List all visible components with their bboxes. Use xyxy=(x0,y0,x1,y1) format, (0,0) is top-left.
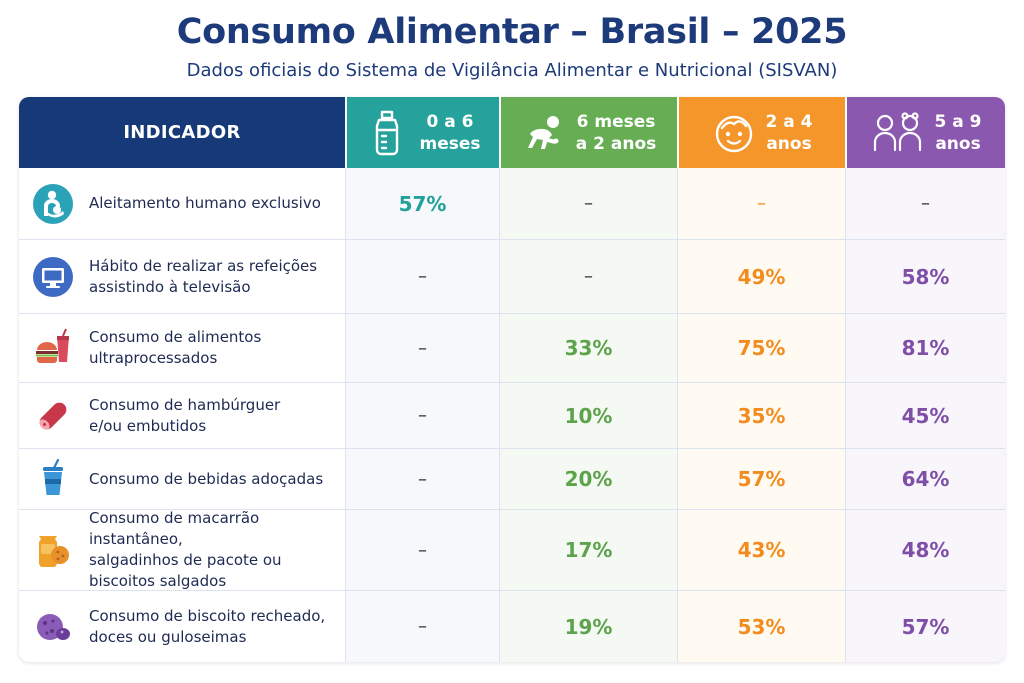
soft-drink-cup-icon xyxy=(43,459,63,495)
value-6m-2y: – xyxy=(499,240,677,313)
value-6m-2y: 19% xyxy=(499,591,677,662)
cookie-icon xyxy=(37,613,70,640)
value-2-4-years: 57% xyxy=(677,449,845,509)
indicator-cell: Consumo de macarrão instantâneo, salgadi… xyxy=(19,509,345,590)
value-6m-2y: 10% xyxy=(499,383,677,448)
value-2-4-years: 75% xyxy=(677,314,845,382)
breastfeeding-icon xyxy=(33,183,73,224)
burger-soda-icon xyxy=(36,328,69,363)
value-5-9-years: 57% xyxy=(845,591,1005,662)
value-2-4-years: 43% xyxy=(677,510,845,590)
header-age-0-6-months: 0 a 6 meses xyxy=(345,97,499,168)
table-row: Consumo de biscoito recheado, doces ou g… xyxy=(19,591,1005,662)
value-2-4-years: 35% xyxy=(677,383,845,448)
table-row: Consumo de alimentos ultraprocessados – … xyxy=(19,314,1005,383)
indicator-label: Consumo de alimentos xyxy=(89,328,262,346)
table-header: INDICADOR 0 a 6 meses xyxy=(19,97,1005,168)
value-5-9-years: 58% xyxy=(845,240,1005,313)
two-children-icon xyxy=(873,111,921,151)
indicator-cell: Hábito de realizar as refeições assistin… xyxy=(19,240,345,313)
page-title: Consumo Alimentar – Brasil – 2025 xyxy=(176,12,848,52)
indicator-label: doces ou guloseimas xyxy=(89,627,247,646)
header-age-2-4-years: 2 a 4 anos xyxy=(677,97,845,168)
value-5-9-years: 81% xyxy=(845,314,1005,382)
value-2-4-years: – xyxy=(677,168,845,239)
value-6m-2y: 17% xyxy=(499,510,677,590)
header-age-label-line1: 5 a 9 xyxy=(934,111,982,132)
value-5-9-years: 48% xyxy=(845,510,1005,590)
page-subtitle: Dados oficiais do Sistema de Vigilância … xyxy=(186,60,838,81)
header-age-label-line1: 0 a 6 xyxy=(426,111,474,132)
value-0-6-months: – xyxy=(345,591,499,662)
value-5-9-years: – xyxy=(845,168,1005,239)
value-0-6-months: – xyxy=(345,240,499,313)
indicator-cell: Consumo de alimentos ultraprocessados xyxy=(19,314,345,382)
indicator-label: salgadinhos de pacote ou xyxy=(89,551,282,569)
value-0-6-months: – xyxy=(345,510,499,590)
value-0-6-months: – xyxy=(345,314,499,382)
indicator-label: Hábito de realizar as refeições xyxy=(89,256,318,275)
indicator-label: Consumo de bebidas adoçadas xyxy=(89,469,324,488)
header-age-label-line2: anos xyxy=(935,133,981,154)
indicator-cell: Consumo de biscoito recheado, doces ou g… xyxy=(19,591,345,662)
value-6m-2y: 33% xyxy=(499,314,677,382)
sausage-icon xyxy=(39,402,67,430)
child-face-icon xyxy=(715,115,752,152)
header-age-6m-2y: 6 meses a 2 anos xyxy=(499,97,677,168)
table-row: Aleitamento humano exclusivo 57% – – – xyxy=(19,168,1005,240)
indicator-cell: Consumo de hambúrguer e/ou embutidos xyxy=(19,383,345,448)
indicator-label: biscoitos salgados xyxy=(89,572,227,590)
header-age-label-line1: 2 a 4 xyxy=(765,111,813,132)
header-age-label-line2: anos xyxy=(766,133,812,154)
value-6m-2y: 20% xyxy=(499,449,677,509)
header-age-label-line2: meses xyxy=(419,133,481,154)
value-5-9-years: 64% xyxy=(845,449,1005,509)
indicator-label: Consumo de biscoito recheado, xyxy=(89,606,326,625)
table-body: Aleitamento humano exclusivo 57% – – – H… xyxy=(19,168,1005,662)
indicator-cell: Aleitamento humano exclusivo xyxy=(19,168,345,239)
table-row: Consumo de macarrão instantâneo, salgadi… xyxy=(19,509,1005,591)
value-5-9-years: 45% xyxy=(845,383,1005,448)
indicator-label: Consumo de hambúrguer xyxy=(89,395,281,414)
header-age-5-9-years: 5 a 9 anos xyxy=(845,97,1005,168)
value-2-4-years: 49% xyxy=(677,240,845,313)
table-row: Consumo de hambúrguer e/ou embutidos – 1… xyxy=(19,383,1005,449)
crawling-baby-icon xyxy=(527,115,559,149)
indicator-header: INDICADOR xyxy=(19,97,345,168)
snack-bag-icon xyxy=(39,536,69,567)
table-row: Hábito de realizar as refeições assistin… xyxy=(19,240,1005,314)
indicator-label: ultraprocessados xyxy=(89,349,218,367)
header-age-label-line2: a 2 anos xyxy=(575,133,657,154)
baby-bottle-icon xyxy=(376,110,399,155)
indicator-label: assistindo à televisão xyxy=(89,277,251,296)
value-0-6-months: – xyxy=(345,383,499,448)
value-6m-2y: – xyxy=(499,168,677,239)
value-2-4-years: 53% xyxy=(677,591,845,662)
indicator-label: e/ou embutidos xyxy=(89,416,207,435)
value-0-6-months: 57% xyxy=(345,168,499,239)
table-row: Consumo de bebidas adoçadas – 20% 57% 64… xyxy=(19,449,1005,510)
indicator-label: Consumo de macarrão instantâneo, xyxy=(89,509,260,548)
indicator-cell: Consumo de bebidas adoçadas xyxy=(19,449,345,509)
consumption-table: INDICADOR 0 a 6 meses xyxy=(19,97,1005,662)
indicator-label: Aleitamento humano exclusivo xyxy=(89,194,321,212)
header-age-label-line1: 6 meses xyxy=(576,111,656,132)
value-0-6-months: – xyxy=(345,449,499,509)
television-icon xyxy=(33,256,73,297)
